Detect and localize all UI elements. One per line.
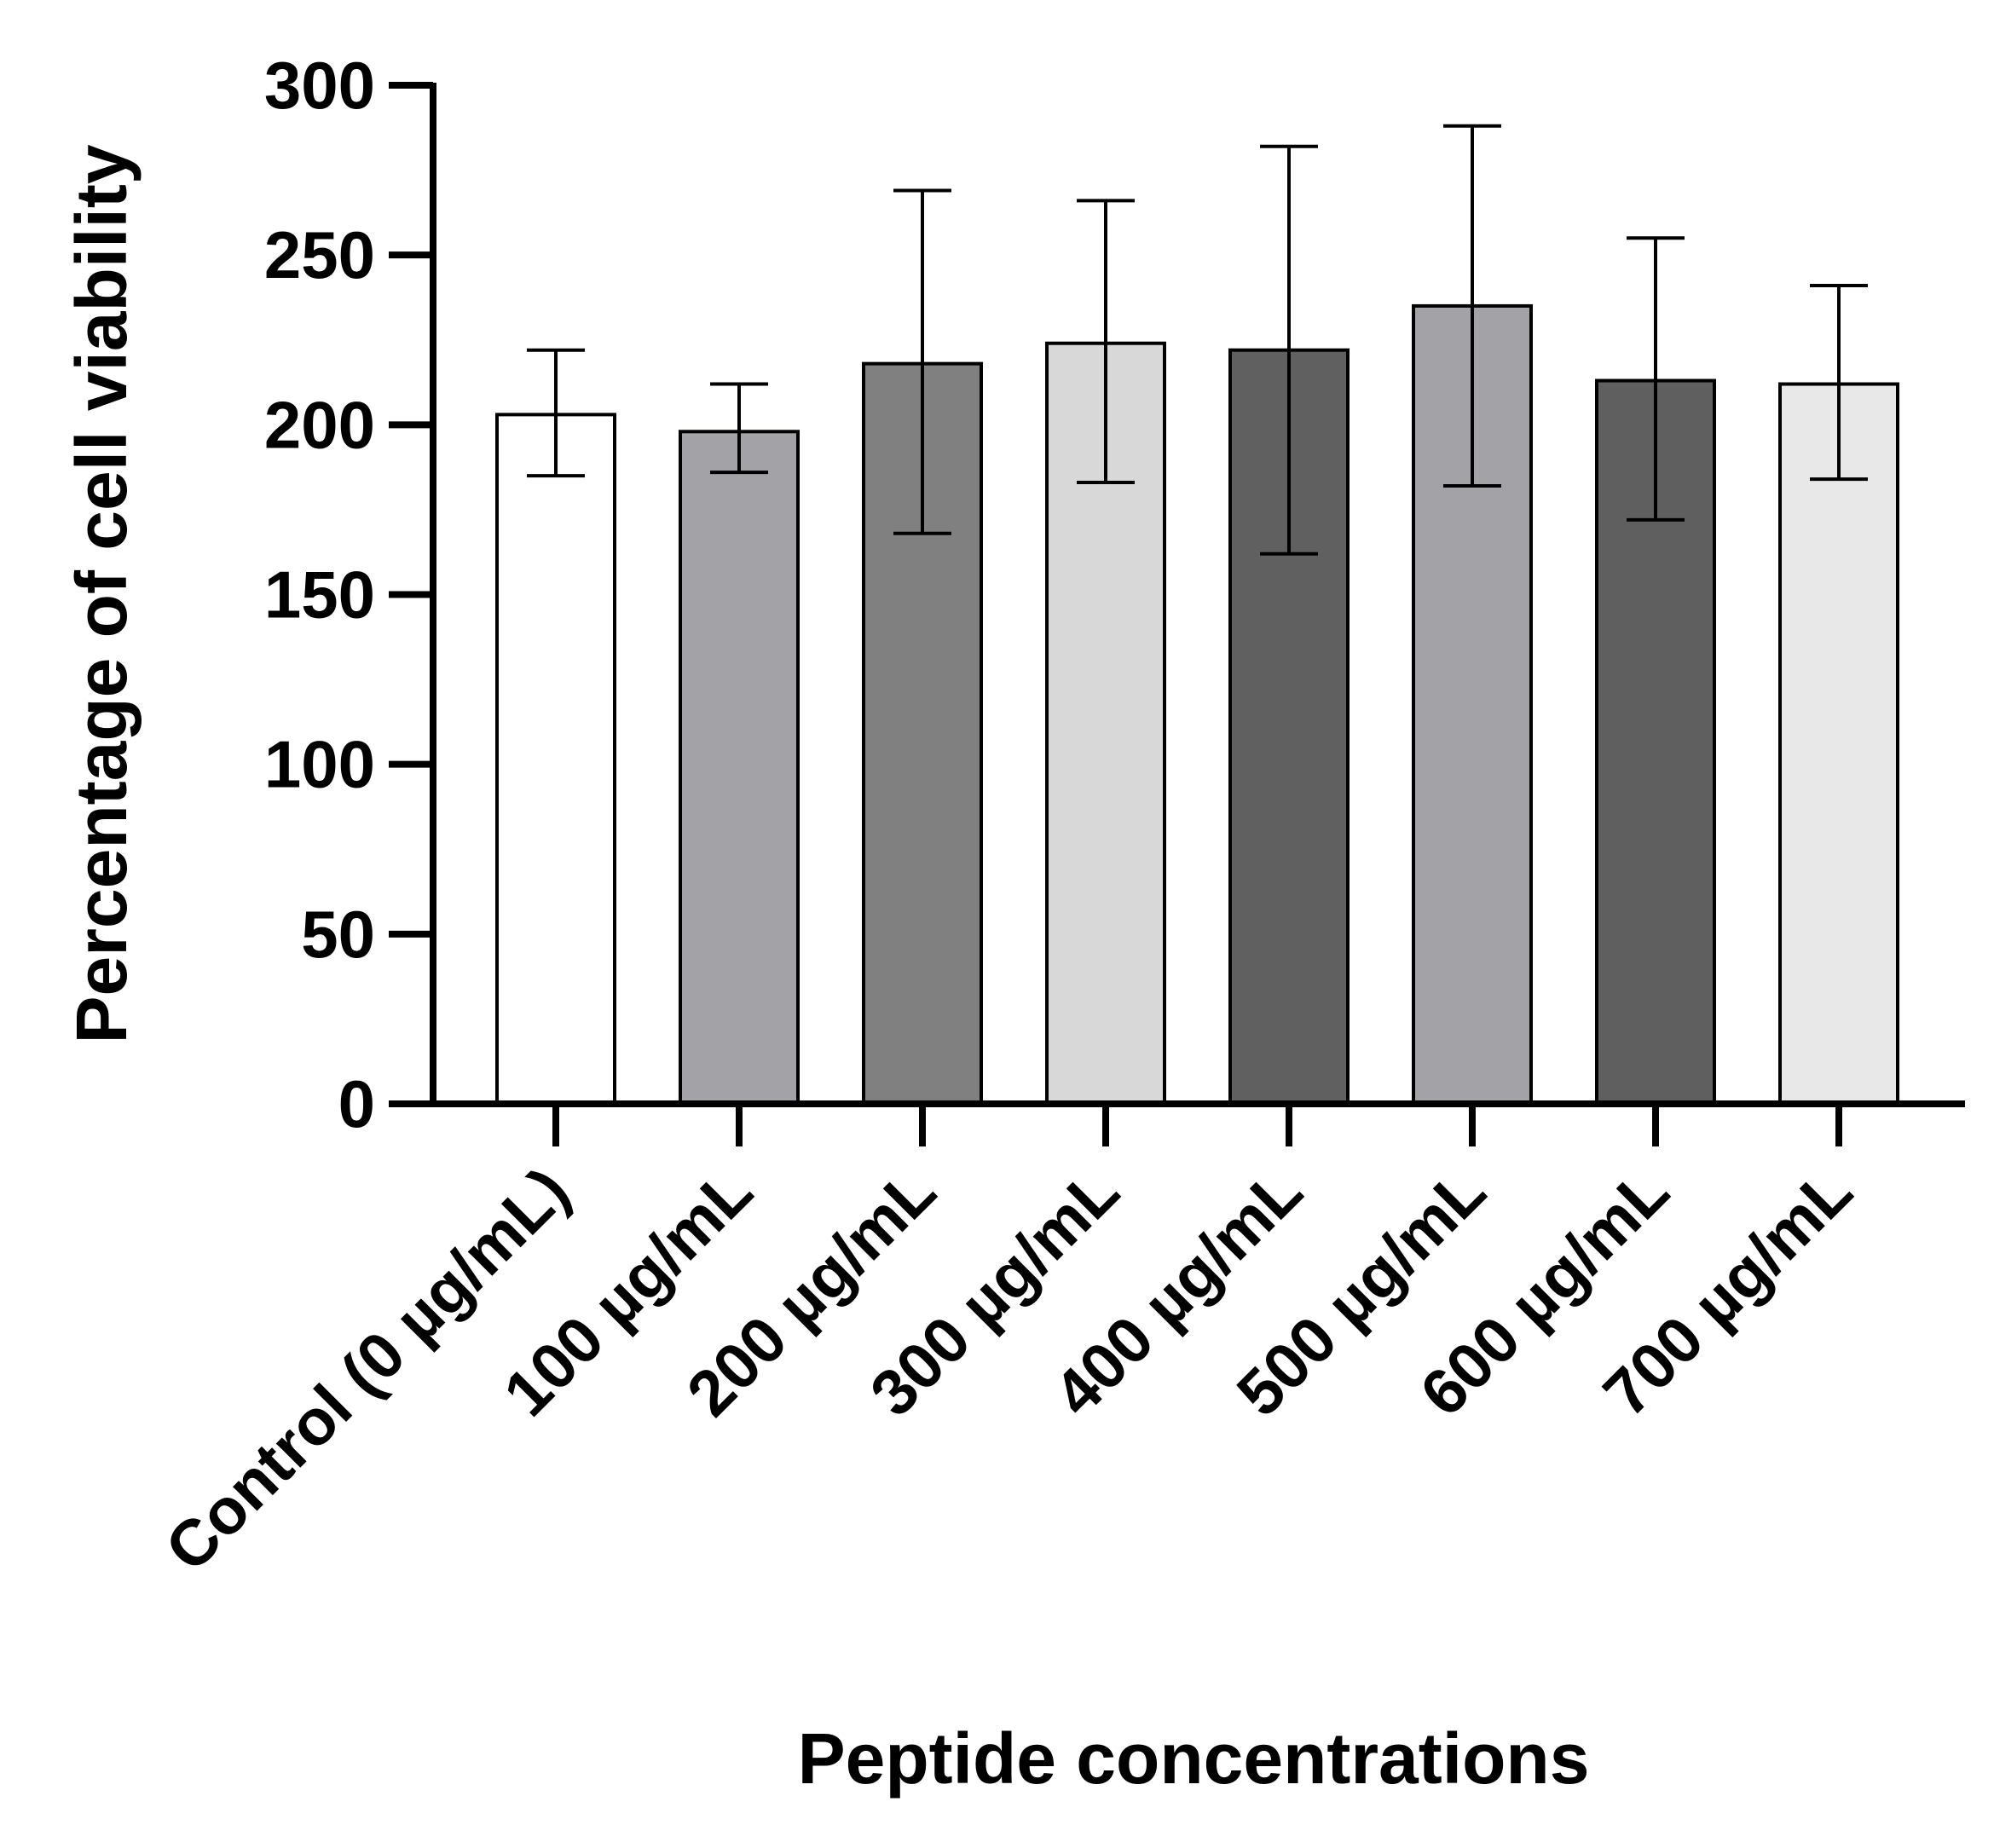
bar-8: [1778, 382, 1899, 1106]
bar-6: [1412, 303, 1533, 1106]
axes-layer: [389, 82, 1965, 1146]
bars-layer: [495, 303, 1899, 1106]
y-tick-label-100: 100: [264, 727, 375, 802]
y-tick-label-200: 200: [264, 387, 375, 462]
error-bars-layer: [527, 124, 1868, 556]
y-tick-label-50: 50: [301, 897, 375, 972]
y-axis-title: Percentage of cell viability: [61, 144, 142, 1043]
y-tick-label-250: 250: [264, 217, 375, 292]
bar-2: [679, 430, 800, 1106]
bar-1: [495, 413, 616, 1106]
y-tick-label-0: 0: [338, 1066, 375, 1141]
y-tick-label-150: 150: [264, 557, 375, 632]
y-tick-label-300: 300: [264, 48, 375, 123]
x-axis-title: Peptide concentrations: [798, 1718, 1590, 1799]
